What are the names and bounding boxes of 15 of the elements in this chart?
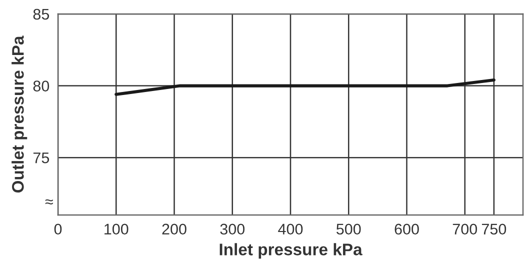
x-tick-label: 500 [336,224,361,235]
x-tick-label: 100 [104,224,128,235]
y-axis-title: Outlet pressure kPa [12,36,28,193]
y-tick-label: 80 [33,80,50,92]
x-tick-label: 750 [482,224,506,235]
x-axis-title: Inlet pressure kPa [220,243,362,259]
x-tick-label: 700 [452,224,478,235]
x-tick-label: 600 [394,224,419,235]
x-tick-label: 200 [162,224,186,235]
x-tick-label: 300 [220,224,245,235]
x-tick-label: 0 [54,224,62,235]
x-tick-label: 400 [278,224,303,235]
y-tick-label: 85 [33,8,50,20]
y-tick-label: 75 [33,152,50,164]
text: ≈ [45,199,53,204]
